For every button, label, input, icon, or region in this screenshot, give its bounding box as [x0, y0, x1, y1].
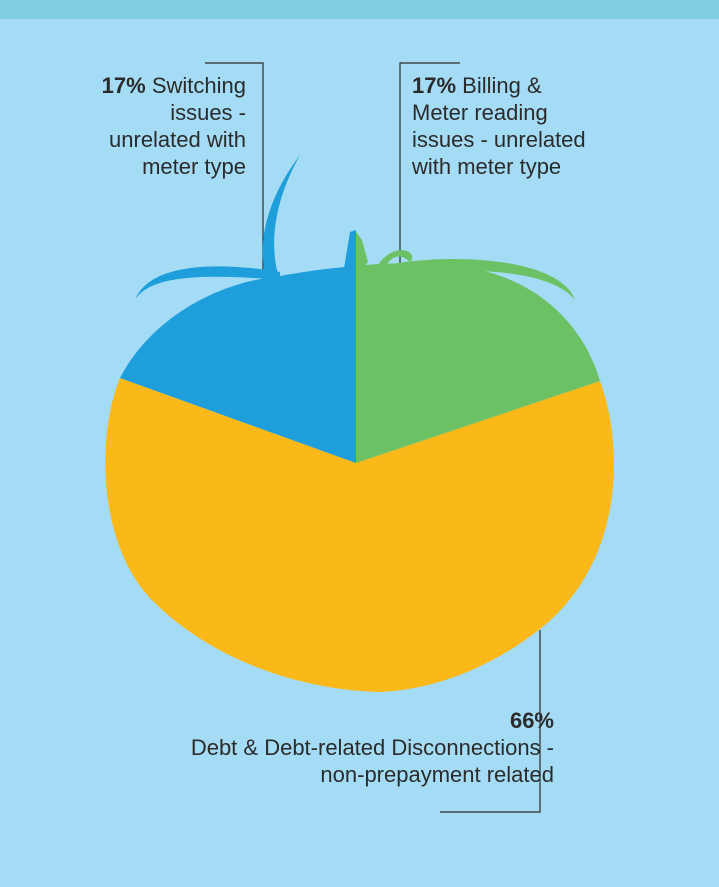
label-switching-text1: Switching — [151, 73, 246, 98]
label-switching-pct: 17% — [101, 73, 146, 98]
leader-line-debt — [440, 630, 541, 813]
label-switching: 17% Switching issues - unrelated with me… — [46, 72, 246, 180]
label-switching-text3: unrelated with — [109, 127, 246, 152]
slice-debt — [105, 378, 614, 692]
slice-switching — [120, 266, 356, 463]
label-debt-text1: Debt & Debt-related Disconnections - — [190, 735, 554, 760]
stem-center-blue — [344, 230, 356, 276]
label-billing-text4: with meter type — [412, 154, 562, 179]
label-debt-pct: 66% — [509, 708, 554, 733]
leader-line-billing — [399, 62, 460, 275]
label-debt: 66% Debt & Debt-related Disconnections -… — [34, 707, 554, 788]
top-band — [0, 0, 719, 19]
label-billing-text2: Meter reading — [412, 100, 548, 125]
label-switching-text2: issues - — [170, 100, 246, 125]
label-debt-text2: non-prepayment related — [320, 762, 554, 787]
label-billing: 17% Billing & Meter reading issues - unr… — [412, 72, 642, 180]
stem-left-upper — [262, 155, 300, 288]
leader-line-switching — [205, 62, 264, 285]
stem-left-tendril — [135, 266, 280, 300]
label-billing-pct: 17% — [412, 73, 457, 98]
slice-billing — [356, 263, 600, 463]
label-switching-text4: meter type — [142, 154, 246, 179]
label-billing-text1: Billing & — [462, 73, 542, 98]
stem-right-curl — [378, 250, 413, 270]
label-billing-text3: issues - unrelated — [412, 127, 586, 152]
